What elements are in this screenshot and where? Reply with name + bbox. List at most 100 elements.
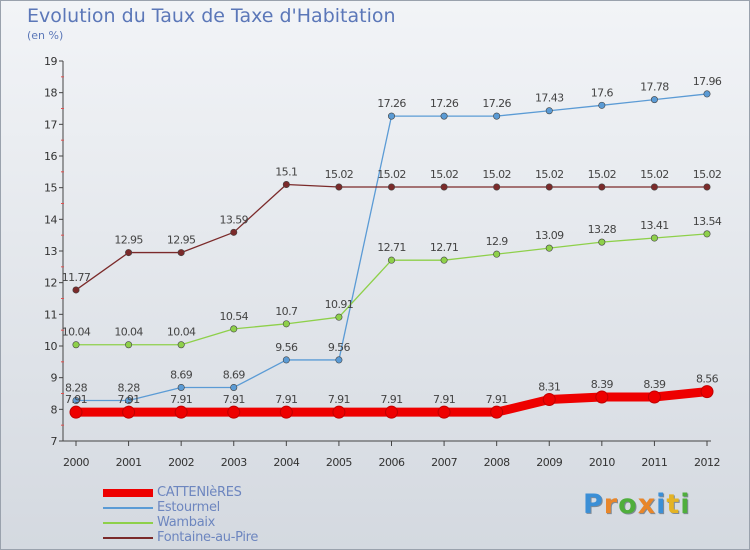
data-label: 15.02 — [693, 168, 722, 181]
y-tick-label: 12 — [44, 277, 57, 290]
data-point — [72, 286, 80, 294]
x-tick-label: 2006 — [379, 456, 405, 469]
data-label: 15.02 — [482, 168, 511, 181]
data-label: 10.7 — [275, 305, 298, 318]
data-label: 10.04 — [167, 326, 196, 339]
data-point — [703, 183, 711, 191]
chart-unit-label: (en %) — [27, 29, 64, 42]
legend-label-estourmel: Estourmel — [157, 500, 220, 515]
data-point — [703, 90, 711, 98]
data-label: 11.77 — [62, 271, 91, 284]
data-label: 17.26 — [482, 97, 511, 110]
data-label: 13.09 — [535, 229, 564, 242]
data-label: 10.04 — [62, 326, 91, 339]
legend-item-wambaix[interactable]: Wambaix — [103, 515, 258, 530]
data-label: 8.28 — [118, 381, 141, 394]
data-point — [493, 250, 501, 258]
logo-letter: o — [618, 489, 638, 520]
data-point — [125, 396, 133, 404]
y-tick-label: 10 — [44, 340, 57, 353]
data-point — [387, 183, 395, 191]
data-label: 13.54 — [693, 215, 722, 228]
data-point — [335, 313, 343, 321]
data-label: 15.02 — [588, 168, 617, 181]
data-label: 8.39 — [591, 378, 614, 391]
data-point — [493, 112, 501, 120]
data-label: 13.28 — [588, 223, 617, 236]
legend: CATTENIèRES Estourmel Wambaix Fontaine-a… — [103, 485, 258, 545]
data-point — [72, 341, 80, 349]
y-tick-label: 17 — [44, 118, 57, 131]
x-tick-label: 2005 — [326, 456, 352, 469]
data-point — [545, 183, 553, 191]
y-tick-label: 11 — [44, 308, 57, 321]
data-label: 17.26 — [377, 97, 406, 110]
y-tick-label: 9 — [51, 372, 58, 385]
data-label: 12.71 — [377, 241, 406, 254]
data-label: 15.02 — [325, 168, 354, 181]
data-label: 7.91 — [223, 393, 245, 406]
data-point — [700, 385, 714, 399]
data-point — [545, 107, 553, 115]
data-label: 15.02 — [640, 168, 669, 181]
data-point — [387, 112, 395, 120]
chart-title: Evolution du Taux de Taxe d'Habitation — [27, 5, 396, 27]
legend-swatch-wambaix — [103, 521, 153, 524]
data-point — [282, 356, 290, 364]
data-point — [335, 183, 343, 191]
x-tick-label: 2000 — [63, 456, 89, 469]
legend-item-fontaine-au-pire[interactable]: Fontaine-au-Pire — [103, 530, 258, 545]
data-label: 13.41 — [640, 219, 669, 232]
y-tick-label: 19 — [44, 55, 57, 68]
data-point — [647, 390, 661, 404]
data-point — [279, 405, 293, 419]
proxiti-logo: Proxiti — [583, 489, 691, 520]
data-label: 8.69 — [170, 368, 193, 381]
logo-letter: P — [583, 489, 604, 520]
data-label: 10.91 — [325, 298, 354, 311]
data-label: 7.91 — [486, 393, 508, 406]
legend-swatch-fontaine-au-pire — [103, 536, 153, 539]
data-point — [440, 183, 448, 191]
data-point — [598, 101, 606, 109]
data-point — [332, 405, 346, 419]
legend-swatch-cattenieres — [103, 488, 153, 497]
data-point — [177, 249, 185, 257]
data-label: 17.43 — [535, 92, 564, 105]
data-point — [282, 181, 290, 189]
data-label: 10.04 — [114, 326, 143, 339]
data-point — [177, 341, 185, 349]
data-point — [650, 96, 658, 104]
data-point — [595, 390, 609, 404]
data-point — [122, 405, 136, 419]
x-tick-label: 2008 — [484, 456, 510, 469]
x-tick-label: 2004 — [273, 456, 299, 469]
data-point — [177, 383, 185, 391]
data-label: 7.91 — [433, 393, 455, 406]
y-tick-label: 13 — [44, 245, 57, 258]
x-tick-label: 2012 — [694, 456, 720, 469]
data-label: 17.96 — [693, 75, 722, 88]
x-tick-label: 2001 — [116, 456, 142, 469]
data-label: 8.69 — [223, 368, 246, 381]
data-point — [598, 183, 606, 191]
data-label: 7.91 — [170, 393, 192, 406]
data-point — [650, 234, 658, 242]
logo-letter: t — [666, 489, 681, 520]
y-tick-label: 14 — [44, 213, 57, 226]
data-point — [598, 238, 606, 246]
y-tick-label: 7 — [51, 435, 58, 448]
data-point — [230, 383, 238, 391]
data-label: 8.39 — [643, 378, 666, 391]
data-label: 7.91 — [380, 393, 402, 406]
legend-item-cattenieres[interactable]: CATTENIèRES — [103, 485, 258, 500]
x-tick-label: 2011 — [641, 456, 667, 469]
data-point — [650, 183, 658, 191]
legend-item-estourmel[interactable]: Estourmel — [103, 500, 258, 515]
data-label: 9.56 — [328, 341, 351, 354]
data-point — [545, 244, 553, 252]
data-point — [437, 405, 451, 419]
data-point — [230, 228, 238, 236]
data-point — [490, 405, 504, 419]
data-label: 12.95 — [114, 234, 143, 247]
